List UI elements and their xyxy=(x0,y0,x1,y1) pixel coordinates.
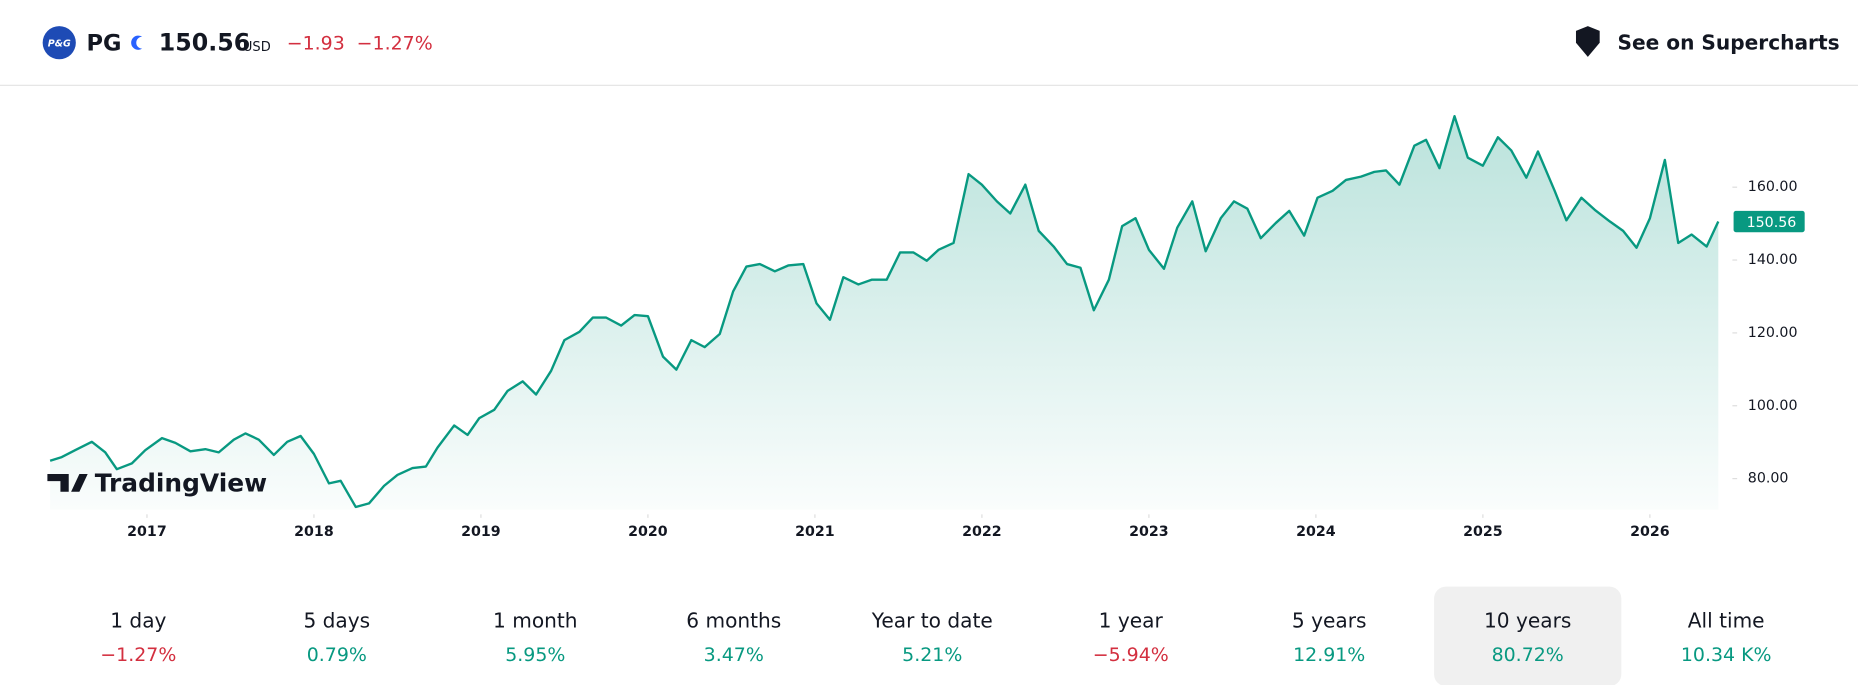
supercharts-label[interactable]: See on Supercharts xyxy=(1617,30,1839,54)
x-tick-label: 2021 xyxy=(795,524,835,540)
period-change: 12.91% xyxy=(1293,644,1365,666)
symbol: PG xyxy=(87,30,122,56)
period-label[interactable]: 5 years xyxy=(1292,609,1367,633)
period-button[interactable]: 5 days 0.79% xyxy=(303,609,370,666)
period-button[interactable]: 1 month 5.95% xyxy=(493,609,578,666)
watermark: TradingView xyxy=(47,469,267,498)
price-line xyxy=(49,114,1720,509)
x-tick-label: 2017 xyxy=(127,524,167,540)
period-button[interactable]: Year to date 5.21% xyxy=(871,609,993,666)
period-change: 3.47% xyxy=(704,644,764,666)
period-button[interactable]: 1 year −5.94% xyxy=(1093,609,1169,666)
y-tick-label: 80.00 xyxy=(1748,471,1789,487)
x-tick-label: 2025 xyxy=(1463,524,1503,540)
x-tick-label: 2022 xyxy=(962,524,1002,540)
x-tick-label: 2018 xyxy=(294,524,334,540)
plot: 80.00 100.00 120.00 140.00 160.00 2017 2018 201… xyxy=(49,114,1805,540)
area-fill xyxy=(50,116,1719,510)
last-price-label: 150.56 xyxy=(1747,215,1797,231)
x-tick-label: 2019 xyxy=(461,524,501,540)
x-tick-label: 2024 xyxy=(1296,524,1336,540)
period-button[interactable]: 6 months 3.47% xyxy=(686,609,781,666)
currency: USD xyxy=(243,40,271,55)
change: −1.93 xyxy=(287,32,345,54)
supercharts-icon xyxy=(1575,26,1600,57)
period-label[interactable]: 1 year xyxy=(1099,609,1164,633)
x-tick-label: 2026 xyxy=(1630,524,1670,540)
market-closed-icon xyxy=(131,35,143,50)
period-label[interactable]: 10 years xyxy=(1484,609,1571,633)
period-change: 5.21% xyxy=(902,644,962,666)
period-change: −5.94% xyxy=(1093,644,1169,666)
period-change: 80.72% xyxy=(1492,644,1564,666)
period-label[interactable]: 1 month xyxy=(493,609,578,633)
last-price-tag xyxy=(1733,210,1805,233)
period-change: 5.95% xyxy=(505,644,565,666)
period-change: −1.27% xyxy=(100,644,176,666)
period-button[interactable]: All time 10.34 K% xyxy=(1681,609,1772,666)
period-button[interactable]: 1 day −1.27% xyxy=(100,609,176,666)
period-label[interactable]: 1 day xyxy=(110,609,166,633)
watermark-logo xyxy=(47,474,88,492)
periods: 1 day −1.27% 5 days 0.79% 1 month 5.95% 6 mont… xyxy=(100,586,1772,685)
period-change: 0.79% xyxy=(307,644,367,666)
logo xyxy=(42,26,76,60)
period-button[interactable]: 10 years 80.72% xyxy=(1434,586,1622,685)
y-tick-label: 100.00 xyxy=(1748,398,1798,414)
selected-background xyxy=(1434,586,1622,685)
period-change: 10.34 K% xyxy=(1681,644,1772,666)
period-label[interactable]: Year to date xyxy=(871,609,993,633)
period-label[interactable]: 6 months xyxy=(686,609,781,633)
supercharts-link[interactable]: See on Supercharts xyxy=(1575,26,1840,57)
watermark-text: TradingView xyxy=(95,469,267,498)
price: 150.56 xyxy=(159,28,250,56)
change-percent: −1.27% xyxy=(357,32,433,54)
x-tick-label: 2020 xyxy=(628,524,668,540)
period-label[interactable]: All time xyxy=(1688,609,1765,633)
period-label[interactable]: 5 days xyxy=(303,609,370,633)
period-button[interactable]: 5 years 12.91% xyxy=(1292,609,1367,666)
y-tick-label: 160.00 xyxy=(1748,179,1798,195)
logo-text: P&G xyxy=(48,38,71,49)
y-tick-label: 120.00 xyxy=(1748,325,1798,341)
x-tick-label: 2023 xyxy=(1129,524,1169,540)
y-tick-label: 140.00 xyxy=(1748,252,1798,268)
